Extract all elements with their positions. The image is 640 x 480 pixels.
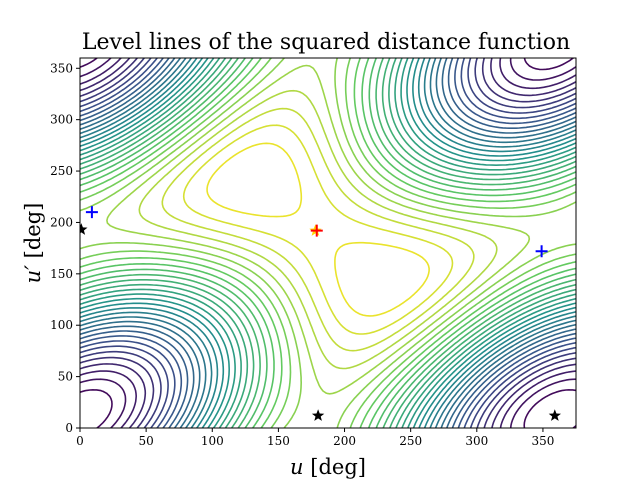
- y-axis-label: u′ [deg]: [21, 203, 45, 284]
- x-axis-symbol: u: [290, 455, 304, 479]
- contour-level-5: [80, 58, 576, 428]
- red-plus-marker: [310, 224, 323, 237]
- black-star-1-marker: [80, 223, 88, 235]
- contour-level-2: [80, 58, 576, 428]
- contour-level-6: [80, 58, 576, 428]
- x-axis-unit: [deg]: [304, 455, 366, 479]
- contour-level-1: [80, 58, 576, 428]
- black-star-3-marker: [548, 409, 561, 421]
- contour-level-21: [80, 58, 576, 428]
- chart-title: Level lines of the squared distance func…: [82, 30, 570, 55]
- contour-level-12: [80, 58, 576, 428]
- y-tick-label: 50: [58, 370, 73, 384]
- contour-level-22: [80, 58, 576, 428]
- x-tick-label: 100: [201, 434, 224, 448]
- contour-level-11: [80, 58, 576, 428]
- y-axis-unit: [deg]: [21, 203, 45, 265]
- y-tick-label: 350: [50, 61, 73, 75]
- contour-level-16: [80, 58, 576, 428]
- y-tick-label: 250: [50, 164, 73, 178]
- contour-level-30: [161, 107, 475, 352]
- x-tick-label: 350: [531, 434, 554, 448]
- x-tick-label: 200: [333, 434, 356, 448]
- contour-level-20: [80, 58, 576, 428]
- contour-lines: [80, 58, 576, 428]
- x-axis-label: u [deg]: [290, 455, 366, 479]
- y-tick-label: 300: [50, 113, 73, 127]
- blue-plus-1-marker: [85, 206, 98, 219]
- contour-level-25: [80, 58, 576, 428]
- x-tick-label: 0: [76, 434, 84, 448]
- x-tick-label: 300: [465, 434, 488, 448]
- contour-level-3: [80, 58, 576, 428]
- contour-level-32: [206, 142, 430, 317]
- contour-level-15: [80, 58, 576, 428]
- contour-level-17: [80, 58, 576, 428]
- x-axis-ticks: 0 50 100 150 200 250 300 350: [76, 428, 554, 448]
- contour-level-7: [80, 58, 576, 428]
- contour-level-9: [80, 58, 576, 428]
- x-tick-label: 250: [399, 434, 422, 448]
- y-tick-label: 150: [50, 267, 73, 281]
- contour-level-27: [80, 58, 576, 428]
- x-tick-label: 150: [267, 434, 290, 448]
- y-axis-ticks: 0 50 100 150 200 250 300 350: [50, 61, 80, 435]
- black-star-2-marker: [311, 409, 325, 421]
- x-tick-label: 50: [138, 434, 153, 448]
- contour-level-26: [80, 58, 576, 428]
- y-tick-label: 100: [50, 318, 73, 332]
- y-axis-symbol: u′: [21, 265, 45, 284]
- contour-level-18: [80, 58, 576, 428]
- contour-level-28: [106, 64, 531, 395]
- markers: [80, 206, 561, 421]
- contour-level-14: [80, 58, 576, 428]
- contour-level-31: [182, 124, 454, 335]
- y-tick-label: 200: [50, 215, 73, 229]
- y-tick-label: 0: [65, 421, 73, 435]
- plot-frame: [79, 57, 577, 429]
- blue-plus-2-marker: [535, 245, 548, 258]
- contour-level-29: [138, 89, 498, 370]
- contour-level-23: [80, 58, 576, 428]
- contour-level-10: [80, 58, 576, 428]
